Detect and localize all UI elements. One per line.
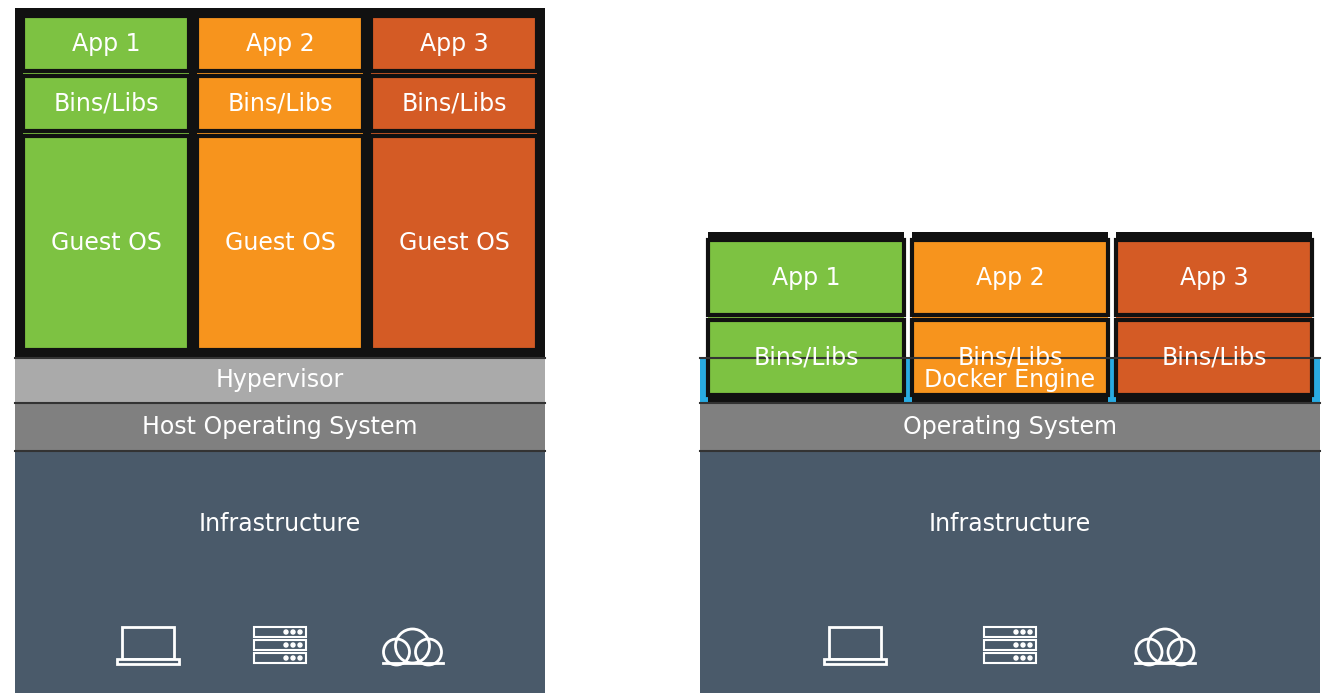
Bar: [833, 629, 877, 655]
Bar: [829, 627, 881, 659]
Bar: [23, 136, 189, 350]
Text: App 2: App 2: [245, 32, 315, 55]
Circle shape: [1014, 630, 1018, 634]
Circle shape: [384, 639, 409, 665]
Bar: [15, 451, 545, 693]
Circle shape: [284, 656, 288, 660]
Circle shape: [1148, 629, 1182, 663]
Text: Docker Engine: Docker Engine: [925, 368, 1096, 393]
Circle shape: [1028, 643, 1032, 647]
Bar: [23, 16, 189, 71]
Bar: [700, 358, 1320, 403]
Bar: [197, 76, 363, 131]
Text: Infrastructure: Infrastructure: [929, 512, 1092, 536]
Bar: [1116, 240, 1312, 315]
Bar: [708, 320, 904, 395]
Bar: [912, 240, 1108, 395]
Circle shape: [1014, 643, 1018, 647]
Circle shape: [291, 643, 295, 647]
Bar: [984, 640, 1036, 650]
Text: Bins/Libs: Bins/Libs: [53, 92, 159, 116]
Bar: [1116, 240, 1312, 395]
Circle shape: [299, 643, 303, 647]
Text: App 3: App 3: [1180, 265, 1248, 290]
Circle shape: [1028, 656, 1032, 660]
Text: Guest OS: Guest OS: [51, 231, 161, 255]
Text: App 1: App 1: [72, 32, 140, 55]
Bar: [255, 627, 307, 637]
Circle shape: [299, 630, 303, 634]
Bar: [15, 403, 545, 451]
Circle shape: [1021, 656, 1025, 660]
Bar: [912, 240, 1108, 315]
Bar: [23, 16, 189, 350]
Text: Bins/Libs: Bins/Libs: [753, 346, 858, 370]
Text: Hypervisor: Hypervisor: [216, 368, 344, 393]
Text: Bins/Libs: Bins/Libs: [227, 92, 333, 116]
Text: Host Operating System: Host Operating System: [143, 415, 417, 439]
Bar: [708, 240, 904, 395]
Circle shape: [1028, 630, 1032, 634]
Bar: [383, 647, 443, 663]
Bar: [824, 659, 886, 664]
Bar: [255, 653, 307, 663]
Text: Bins/Libs: Bins/Libs: [957, 346, 1062, 370]
Bar: [700, 403, 1320, 451]
Bar: [197, 136, 363, 350]
Bar: [371, 16, 537, 71]
Circle shape: [1168, 639, 1194, 665]
Bar: [197, 16, 363, 350]
Text: Infrastructure: Infrastructure: [199, 512, 361, 536]
Circle shape: [291, 630, 295, 634]
Bar: [371, 16, 537, 350]
Bar: [984, 627, 1036, 637]
Text: App 2: App 2: [976, 265, 1044, 290]
Bar: [125, 629, 169, 655]
Bar: [371, 76, 537, 131]
Bar: [15, 358, 545, 403]
Text: Bins/Libs: Bins/Libs: [1161, 346, 1266, 370]
Bar: [708, 232, 904, 403]
Bar: [1134, 647, 1194, 663]
Bar: [23, 76, 189, 131]
Text: App 1: App 1: [772, 265, 840, 290]
Circle shape: [1021, 630, 1025, 634]
Bar: [1116, 320, 1312, 395]
Circle shape: [1136, 639, 1162, 665]
Bar: [121, 627, 173, 659]
Bar: [116, 659, 179, 664]
Bar: [255, 640, 307, 650]
Bar: [197, 16, 363, 71]
Bar: [1116, 232, 1312, 403]
Text: Operating System: Operating System: [902, 415, 1117, 439]
Circle shape: [299, 656, 303, 660]
Text: Bins/Libs: Bins/Libs: [401, 92, 507, 116]
Bar: [15, 8, 545, 358]
Text: Guest OS: Guest OS: [399, 231, 509, 255]
Circle shape: [1021, 643, 1025, 647]
Circle shape: [416, 639, 441, 665]
Circle shape: [291, 656, 295, 660]
Bar: [912, 320, 1108, 395]
Circle shape: [1014, 656, 1018, 660]
Bar: [700, 451, 1320, 693]
Text: App 3: App 3: [420, 32, 488, 55]
Bar: [912, 232, 1108, 403]
Bar: [984, 653, 1036, 663]
Circle shape: [396, 629, 429, 663]
Text: Guest OS: Guest OS: [224, 231, 336, 255]
Circle shape: [284, 643, 288, 647]
Bar: [371, 136, 537, 350]
Circle shape: [284, 630, 288, 634]
Bar: [708, 240, 904, 315]
